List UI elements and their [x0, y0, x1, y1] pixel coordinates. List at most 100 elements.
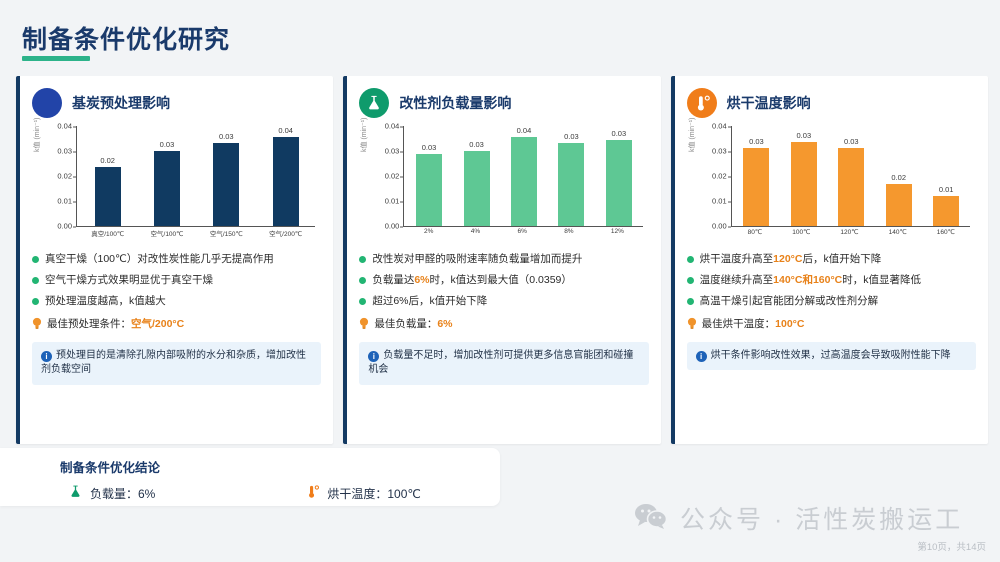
card-title: 基炭预处理影响	[72, 95, 170, 111]
y-tick: 0.00	[712, 222, 731, 231]
green-dot-icon	[686, 256, 694, 263]
flask-icon	[68, 484, 83, 502]
bar	[94, 166, 121, 226]
note-box: i 烘干条件影响改性效果，过高温度会导致吸附性能下降	[686, 341, 976, 371]
bar-value-label: 0.04	[278, 126, 293, 135]
y-axis-line	[76, 126, 77, 226]
bar-value-label: 0.03	[159, 140, 175, 149]
bar-chart: k值 (min⁻¹) 0.00 0.01 0.02 0.03 0.04 0.03 0.03 0.…	[687, 118, 976, 246]
conclusion-panel: 制备条件优化结论 负载量：6% 烘干温度：100℃	[0, 448, 500, 506]
bar-column: 0.01	[933, 126, 960, 226]
card-3: 烘干温度影响 k值 (min⁻¹) 0.00 0.01 0.02 0.03 0.04 0.03…	[670, 76, 988, 444]
y-axis-ticks: 0.00 0.01 0.02 0.03 0.04	[371, 122, 404, 231]
wechat-icon	[634, 502, 668, 535]
bar-column: 0.02	[885, 126, 912, 226]
card-1: 基炭预处理影响 k值 (min⁻¹) 0.00 0.01 0.02 0.03 0.04 0.0…	[16, 76, 334, 444]
bar-column: 0.03	[416, 126, 443, 226]
bar-value-label: 0.03	[611, 129, 627, 139]
x-axis-ticks: 真空/100℃ 空气/100℃ 空气/150℃ 空气/200℃	[78, 228, 315, 238]
bar-value-label: 0.03	[219, 132, 234, 141]
bullet-text: 温度继续升高至140°C和160°C时，k值显著降低	[699, 274, 922, 287]
green-dot-icon	[359, 298, 367, 306]
best-condition-item: 最佳烘干温度：100°C	[687, 316, 976, 335]
bar	[416, 154, 443, 226]
best-condition-value: 空气/200°C	[131, 317, 185, 330]
bar-chart: k值 (min⁻¹) 0.00 0.01 0.02 0.03 0.04 0.03 0.03 0.…	[359, 118, 648, 246]
best-condition-item: 最佳预处理条件：空气/200°C	[32, 316, 321, 335]
card-title: 改性剂负载量影响	[399, 95, 512, 111]
bar-column: 0.04	[510, 126, 537, 226]
plot-area: 0.02 0.03 0.03 0.04	[78, 126, 315, 226]
x-tick-label: 12%	[610, 228, 624, 235]
bullet-text: 超过6%后，k值开始下降	[372, 295, 488, 308]
page-title: 制备条件优化研究	[22, 26, 231, 54]
y-tick: 0.02	[57, 172, 76, 181]
green-dot-icon	[686, 277, 694, 285]
bullet-item: 真空干燥（100℃）对改性炭性能几乎无提高作用	[32, 252, 321, 266]
x-tick-label: 100℃	[792, 229, 811, 236]
y-tick: 0.03	[712, 147, 731, 156]
bar	[743, 148, 770, 226]
bar-column: 0.03	[213, 126, 240, 226]
card-header: 改性剂负载量影响	[359, 86, 648, 120]
x-tick-label: 2%	[423, 228, 434, 235]
card-header: 基炭预处理影响	[32, 86, 321, 120]
y-tick: 0.00	[385, 222, 404, 231]
x-tick-label: 140℃	[888, 229, 907, 236]
plot-area: 0.03 0.03 0.03 0.02 0.01	[733, 126, 970, 226]
bullet-item: 空气干燥方式效果明显优于真空干燥	[32, 273, 321, 287]
conclusion-item-text: 负载量：6%	[90, 486, 156, 501]
x-tick-label: 空气/200℃	[269, 231, 303, 238]
bullet-text: 空气干燥方式效果明显优于真空干燥	[45, 274, 213, 287]
y-axis-label: k值 (min⁻¹)	[361, 117, 369, 152]
bullet-item: 超过6%后，k值开始下降	[359, 294, 648, 308]
best-condition-item: 最佳负载量：6%	[359, 316, 648, 335]
bullet-list: 烘干温度升高至120°C后，k值开始下降温度继续升高至140°C和160°C时，…	[686, 252, 976, 335]
chart-wrapper: k值 (min⁻¹) 0.00 0.01 0.02 0.03 0.04 0.03 0.03 0.…	[687, 118, 976, 246]
x-tick-label: 真空/100℃	[91, 231, 125, 238]
bullet-list: 真空干燥（100℃）对改性炭性能几乎无提高作用空气干燥方式效果明显优于真空干燥预…	[32, 252, 321, 335]
y-tick: 0.01	[385, 197, 404, 206]
bar	[790, 142, 817, 226]
bullet-text: 负载量达6%时，k值达到最大值（0.0359）	[372, 274, 572, 287]
green-dot-icon	[32, 256, 39, 263]
x-tick-label: 空气/150℃	[209, 231, 243, 238]
best-condition-text: 最佳负载量：6%	[374, 317, 453, 330]
y-tick: 0.00	[57, 222, 76, 231]
bar	[558, 142, 585, 226]
bullet-item: 烘干温度升高至120°C后，k值开始下降	[686, 252, 976, 266]
bullet-item: 温度继续升高至140°C和160°C时，k值显著降低	[686, 273, 976, 287]
bulb-icon	[359, 317, 369, 335]
title-accent-rule	[22, 56, 90, 61]
bar-column: 0.03	[838, 126, 865, 226]
card-header: 烘干温度影响	[686, 86, 976, 120]
bar-column: 0.03	[558, 126, 585, 226]
x-tick-label: 160℃	[936, 229, 955, 236]
info-icon: i	[368, 350, 380, 362]
bullet-text: 烘干温度升高至120°C后，k值开始下降	[699, 253, 882, 265]
x-axis-line	[730, 226, 970, 227]
bar-column: 0.03	[463, 126, 490, 226]
bar	[510, 137, 537, 226]
y-tick: 0.03	[385, 147, 404, 156]
conclusion-item: 负载量：6%	[68, 484, 155, 502]
bullet-text: 高温干燥引起官能团分解或改性剂分解	[699, 295, 879, 308]
x-axis-ticks: 80℃ 100℃ 120℃ 140℃ 160℃	[733, 228, 970, 236]
green-dot-icon	[359, 277, 367, 285]
note-box: i 负载量不足时，增加改性剂可提供更多信息官能团和碰撞机会	[359, 341, 649, 385]
conclusion-item-text: 烘干温度：100℃	[327, 486, 421, 501]
blue-circle-icon	[32, 88, 62, 118]
bullet-item: 预处理温度越高，k值越大	[32, 294, 321, 308]
highlight-value: 6%	[414, 274, 430, 287]
bullet-item: 负载量达6%时，k值达到最大值（0.0359）	[359, 273, 648, 287]
conclusion-title: 制备条件优化结论	[60, 461, 161, 475]
bulb-icon	[687, 317, 696, 335]
bar-column: 0.03	[153, 126, 180, 226]
best-condition-value: 6%	[437, 317, 453, 330]
flask-icon	[359, 88, 390, 118]
bullet-list: 改性炭对甲醛的吸附速率随负载量增加而提升 负载量达6%时，k值达到最大值（0.03…	[359, 252, 648, 335]
conclusion-items: 负载量：6% 烘干温度：100℃	[60, 484, 500, 502]
plot-area: 0.03 0.03 0.04 0.03 0.03	[405, 126, 642, 226]
x-tick-label: 空气/100℃	[150, 231, 184, 238]
